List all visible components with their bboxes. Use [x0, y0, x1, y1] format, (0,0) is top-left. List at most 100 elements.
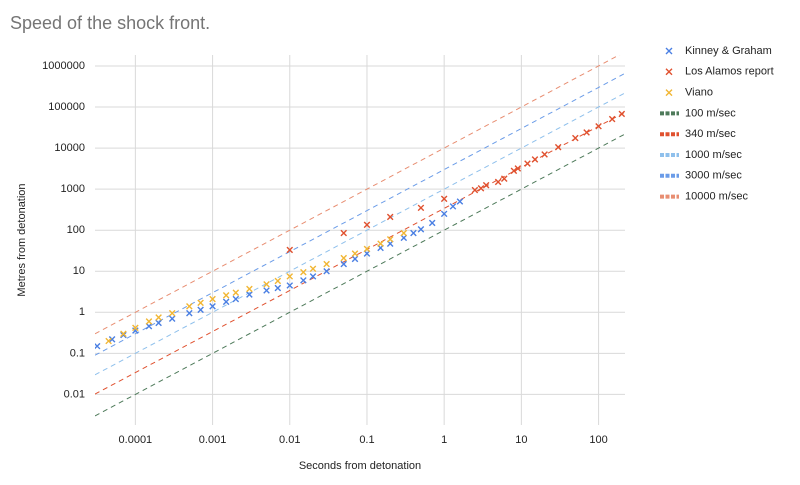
point	[300, 268, 307, 276]
point	[108, 336, 116, 343]
point	[274, 277, 282, 285]
point	[572, 134, 579, 142]
legend-label: 1000 m/sec	[685, 149, 742, 161]
point	[300, 277, 307, 284]
y-tick-label: 100000	[48, 101, 85, 113]
point	[145, 322, 153, 330]
point	[186, 309, 193, 317]
point	[340, 254, 348, 262]
x-tick-label: 1	[441, 434, 447, 446]
point	[417, 204, 425, 212]
point	[105, 337, 112, 345]
legend-marker	[665, 89, 673, 97]
point	[222, 291, 230, 299]
point	[477, 184, 485, 192]
point	[410, 229, 417, 237]
legend-label: Kinney & Graham	[685, 45, 772, 57]
point	[323, 260, 330, 268]
point	[514, 165, 522, 172]
point	[363, 221, 371, 229]
y-tick-label: 1000000	[42, 60, 85, 72]
point	[351, 255, 359, 263]
speed-line	[95, 72, 625, 356]
point	[323, 267, 330, 275]
point	[500, 175, 508, 182]
legend-label: 100 m/sec	[685, 107, 736, 119]
point	[482, 181, 490, 189]
point	[440, 195, 448, 203]
speed-line	[95, 111, 625, 395]
point	[510, 167, 518, 175]
y-axis-title: Metres from detonation	[16, 183, 28, 296]
point	[120, 330, 127, 338]
point	[618, 110, 625, 118]
point	[386, 236, 394, 243]
point	[197, 306, 204, 314]
x-tick-label: 0.01	[279, 434, 300, 446]
point	[222, 298, 230, 306]
x-tick-label: 100	[589, 434, 607, 446]
point	[263, 281, 270, 288]
speed-line	[95, 133, 625, 417]
legend-label: 340 m/sec	[685, 128, 736, 140]
point	[168, 315, 176, 322]
chart-title: Speed of the shock front.	[10, 13, 210, 33]
legend-label: 10000 m/sec	[685, 191, 748, 203]
point	[608, 115, 616, 123]
point	[132, 324, 139, 332]
y-tick-label: 100	[67, 224, 85, 236]
y-tick-label: 10	[73, 265, 85, 277]
point	[428, 219, 436, 227]
point	[155, 319, 162, 327]
point	[595, 122, 602, 130]
point	[363, 245, 371, 253]
legend-label: Los Alamos report	[685, 66, 774, 78]
point	[309, 273, 317, 280]
point	[583, 129, 590, 136]
point	[197, 299, 204, 307]
point	[351, 250, 359, 257]
y-tick-label: 1000	[61, 183, 85, 195]
point	[340, 229, 348, 237]
point	[232, 289, 240, 297]
point	[286, 273, 294, 280]
point	[155, 314, 162, 321]
x-tick-label: 0.0001	[119, 434, 153, 446]
y-tick-label: 1	[79, 306, 85, 318]
point	[309, 265, 317, 273]
point	[95, 342, 101, 350]
point	[377, 240, 384, 247]
point	[541, 151, 548, 158]
point	[400, 234, 408, 242]
point	[246, 291, 253, 298]
x-tick-label: 0.1	[359, 434, 374, 446]
legend-marker	[665, 68, 673, 76]
legend-label: 3000 m/sec	[685, 170, 742, 182]
point	[263, 287, 270, 294]
point	[471, 186, 479, 194]
point	[286, 246, 294, 254]
point	[168, 309, 176, 317]
point	[456, 198, 464, 205]
plot-area	[95, 55, 625, 417]
point	[531, 156, 539, 163]
point	[209, 303, 216, 310]
point	[494, 178, 502, 186]
point	[145, 318, 153, 325]
y-tick-label: 0.1	[70, 347, 85, 359]
legend-marker	[665, 47, 673, 55]
y-tick-label: 10000	[54, 142, 85, 154]
y-tick-label: 0.01	[64, 388, 85, 400]
x-tick-label: 10	[515, 434, 527, 446]
point	[554, 143, 562, 151]
point	[417, 226, 425, 233]
point	[386, 213, 394, 221]
legend-label: Viano	[685, 87, 713, 99]
point	[232, 295, 240, 303]
point	[246, 285, 253, 293]
point	[449, 203, 457, 210]
speed-line	[95, 55, 621, 335]
point	[274, 284, 282, 292]
point	[186, 303, 193, 310]
